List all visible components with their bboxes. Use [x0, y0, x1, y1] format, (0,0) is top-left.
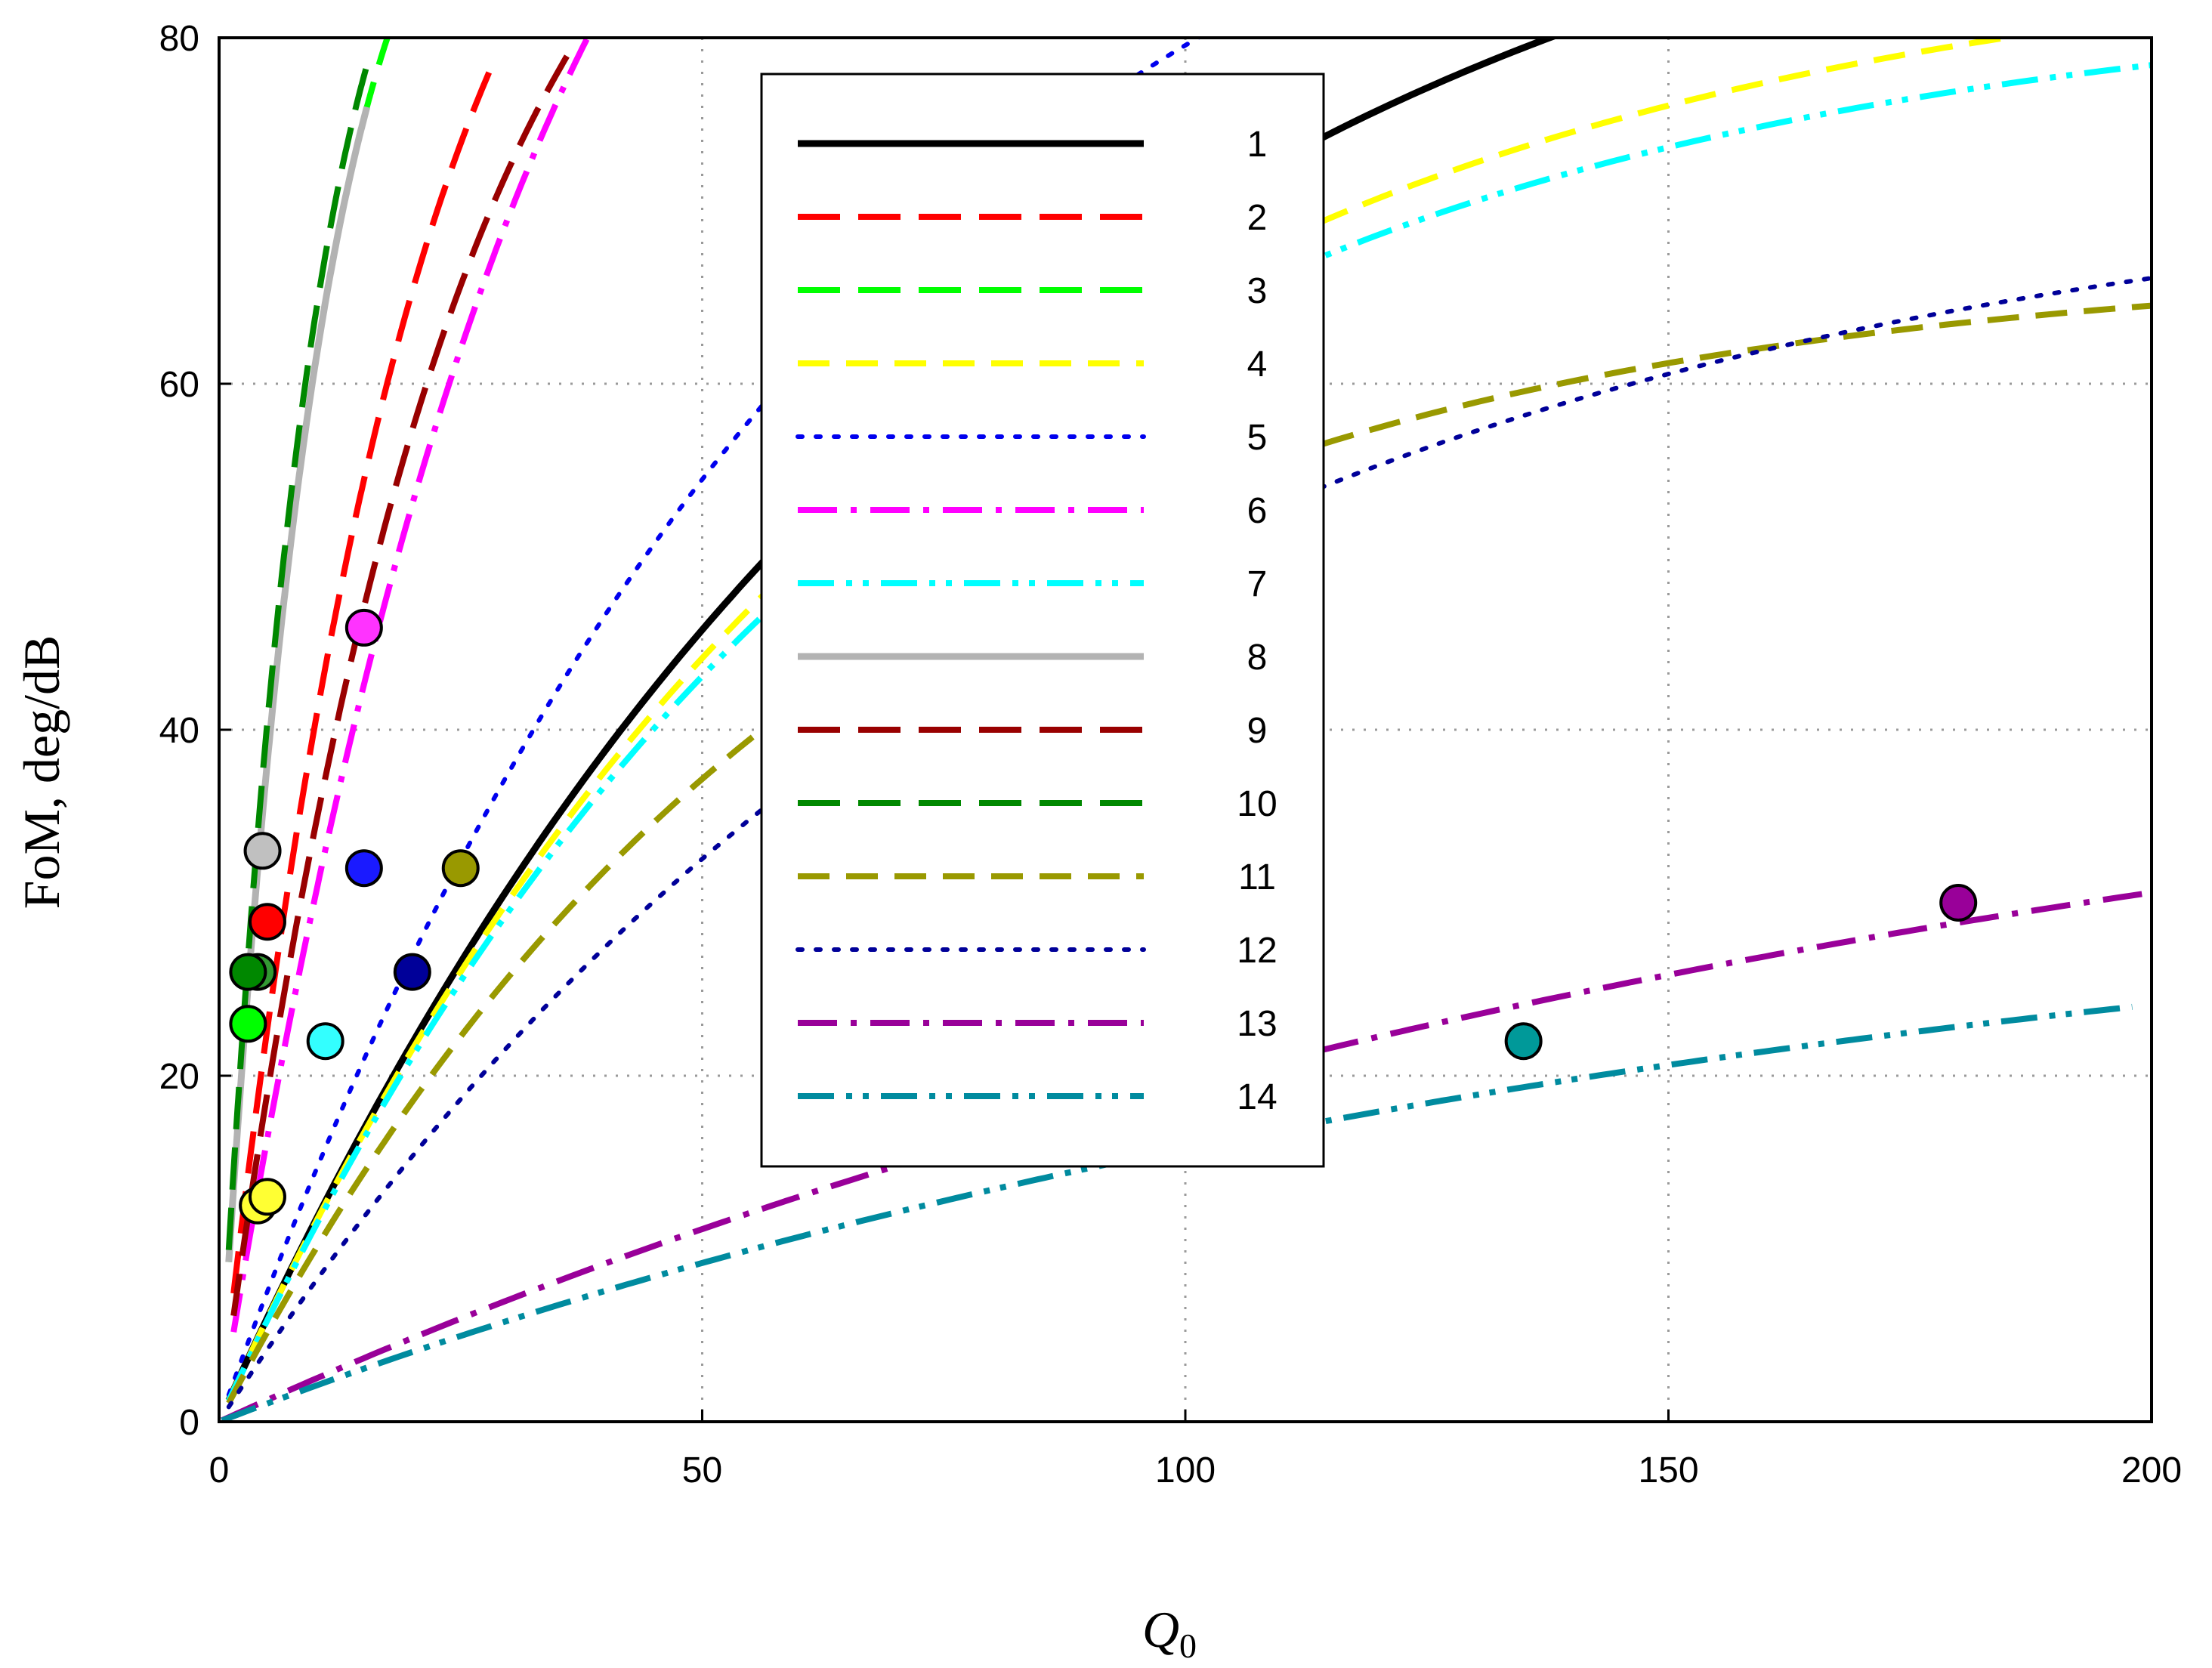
legend-label-6: 6: [1247, 491, 1268, 531]
legend-label-5: 5: [1247, 418, 1268, 458]
legend-label-9: 9: [1247, 711, 1268, 751]
x-tick-label: 150: [1638, 1450, 1698, 1490]
series-line-5: [226, 38, 1203, 1398]
legend-label-2: 2: [1247, 198, 1268, 238]
series-line-10: [225, 64, 370, 1250]
x-tick-label: 200: [2121, 1450, 2182, 1490]
data-marker-5: [344, 849, 383, 888]
y-tick-label: 0: [179, 1403, 199, 1443]
data-marker-10: [229, 953, 267, 991]
series-line-6: [230, 38, 592, 1333]
series-line-9: [230, 54, 570, 1317]
x-axis-title: Q0: [1142, 1601, 1197, 1665]
data-marker-8: [243, 832, 282, 870]
data-marker-4: [248, 1178, 286, 1216]
legend-label-11: 11: [1238, 857, 1276, 897]
x-tick-label: 0: [209, 1450, 230, 1490]
legend-label-1: 1: [1247, 125, 1268, 165]
legend-label-12: 12: [1237, 931, 1277, 971]
data-marker-7: [306, 1022, 344, 1061]
markers-layer: [229, 608, 1978, 1225]
data-marker-11: [441, 849, 480, 888]
ticks: 0 50 100 150 200 0 20 40 60 80: [159, 19, 2182, 1490]
series-line-14: [221, 1003, 2133, 1422]
legend-label-10: 10: [1237, 784, 1277, 824]
y-tick-label: 80: [159, 19, 199, 59]
legend-label-14: 14: [1237, 1077, 1277, 1117]
legend-label-3: 3: [1247, 271, 1268, 311]
series-line-2: [230, 70, 493, 1294]
y-tick-label: 60: [159, 365, 199, 405]
y-tick-label: 20: [159, 1057, 199, 1097]
data-marker-12: [393, 953, 431, 991]
data-marker-13: [1939, 884, 1978, 922]
data-marker-2: [248, 903, 286, 941]
x-axis-title-main: Q: [1142, 1601, 1179, 1658]
legend-label-8: 8: [1247, 638, 1268, 678]
data-marker-6: [344, 608, 383, 647]
y-axis-title: FoM, deg/dB: [13, 635, 70, 910]
y-tick-label: 40: [159, 711, 199, 751]
legend-label-13: 13: [1237, 1004, 1277, 1044]
x-tick-label: 100: [1155, 1450, 1216, 1490]
x-tick-label: 50: [682, 1450, 722, 1490]
legend-label-7: 7: [1247, 564, 1268, 604]
data-marker-14: [1504, 1022, 1543, 1061]
legend-box: [760, 73, 1325, 1168]
x-axis-title-sub: 0: [1179, 1626, 1197, 1665]
legend-label-4: 4: [1247, 344, 1268, 385]
data-marker-3: [229, 1005, 267, 1043]
